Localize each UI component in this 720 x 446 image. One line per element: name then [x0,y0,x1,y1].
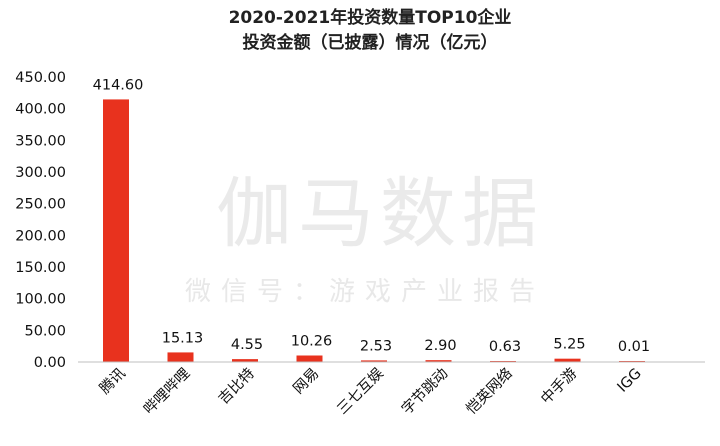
y-tick-label: 250.00 [15,197,66,213]
bar-value-label: 15.13 [162,330,204,346]
y-tick-label: 450.00 [15,70,66,86]
bar [425,360,452,362]
x-category-label: 恺英网络 [462,364,516,418]
x-category-label: 三七互娱 [334,364,387,417]
x-category-label: 中手游 [538,365,581,408]
chart-title-line-1: 2020-2021年投资数量TOP10企业 [229,7,512,28]
x-category-label: 腾讯 [96,364,129,397]
y-tick-label: 150.00 [15,260,66,276]
x-category-label: 网易 [291,366,323,398]
y-tick-label: 350.00 [15,133,66,149]
bar-series [103,99,645,363]
chart-title-line-2: 投资金额（已披露）情况（亿元） [243,32,498,53]
bar-value-label: 10.26 [291,334,333,350]
bar [554,358,581,362]
y-axis-tick-labels: 0.00 50.00 100.00 150.00 200.00 250.00 300.00 3… [15,70,66,371]
bar [232,359,258,362]
bar [296,355,323,362]
bar-value-label: 0.01 [618,339,650,355]
y-tick-label: 300.00 [15,165,66,181]
y-tick-label: 200.00 [15,228,66,244]
x-category-label: 吉比特 [215,365,258,408]
bar-value-labels: 414.60 15.13 4.55 10.26 2.53 2.90 0.63 5.25 0.01 [93,77,651,355]
bar-value-label: 2.90 [424,338,456,354]
bar [361,360,387,362]
x-category-label: 字节跳动 [398,365,451,418]
x-category-label: 哔哩哔哩 [140,365,193,418]
watermark-main: 伽马数据 [216,169,544,258]
bar-value-label: 0.63 [489,339,521,355]
y-tick-label: 400.00 [15,102,66,118]
bar [167,352,194,362]
watermark-sub: 微信号：游戏产业报告 [185,277,545,307]
x-axis-category-labels: 腾讯 哔哩哔哩 吉比特 网易 三七互娱 字节跳动 恺英网络 中手游 IGG [96,364,645,418]
bar-value-label: 2.53 [360,338,392,354]
bar-value-label: 414.60 [93,77,144,93]
bar-value-label: 4.55 [231,337,263,353]
bar-value-label: 5.25 [553,337,585,353]
x-category-label: IGG [615,366,645,396]
bar [103,99,129,363]
y-tick-label: 100.00 [15,292,66,308]
y-tick-label: 0.00 [34,355,66,371]
y-tick-label: 50.00 [24,323,66,339]
